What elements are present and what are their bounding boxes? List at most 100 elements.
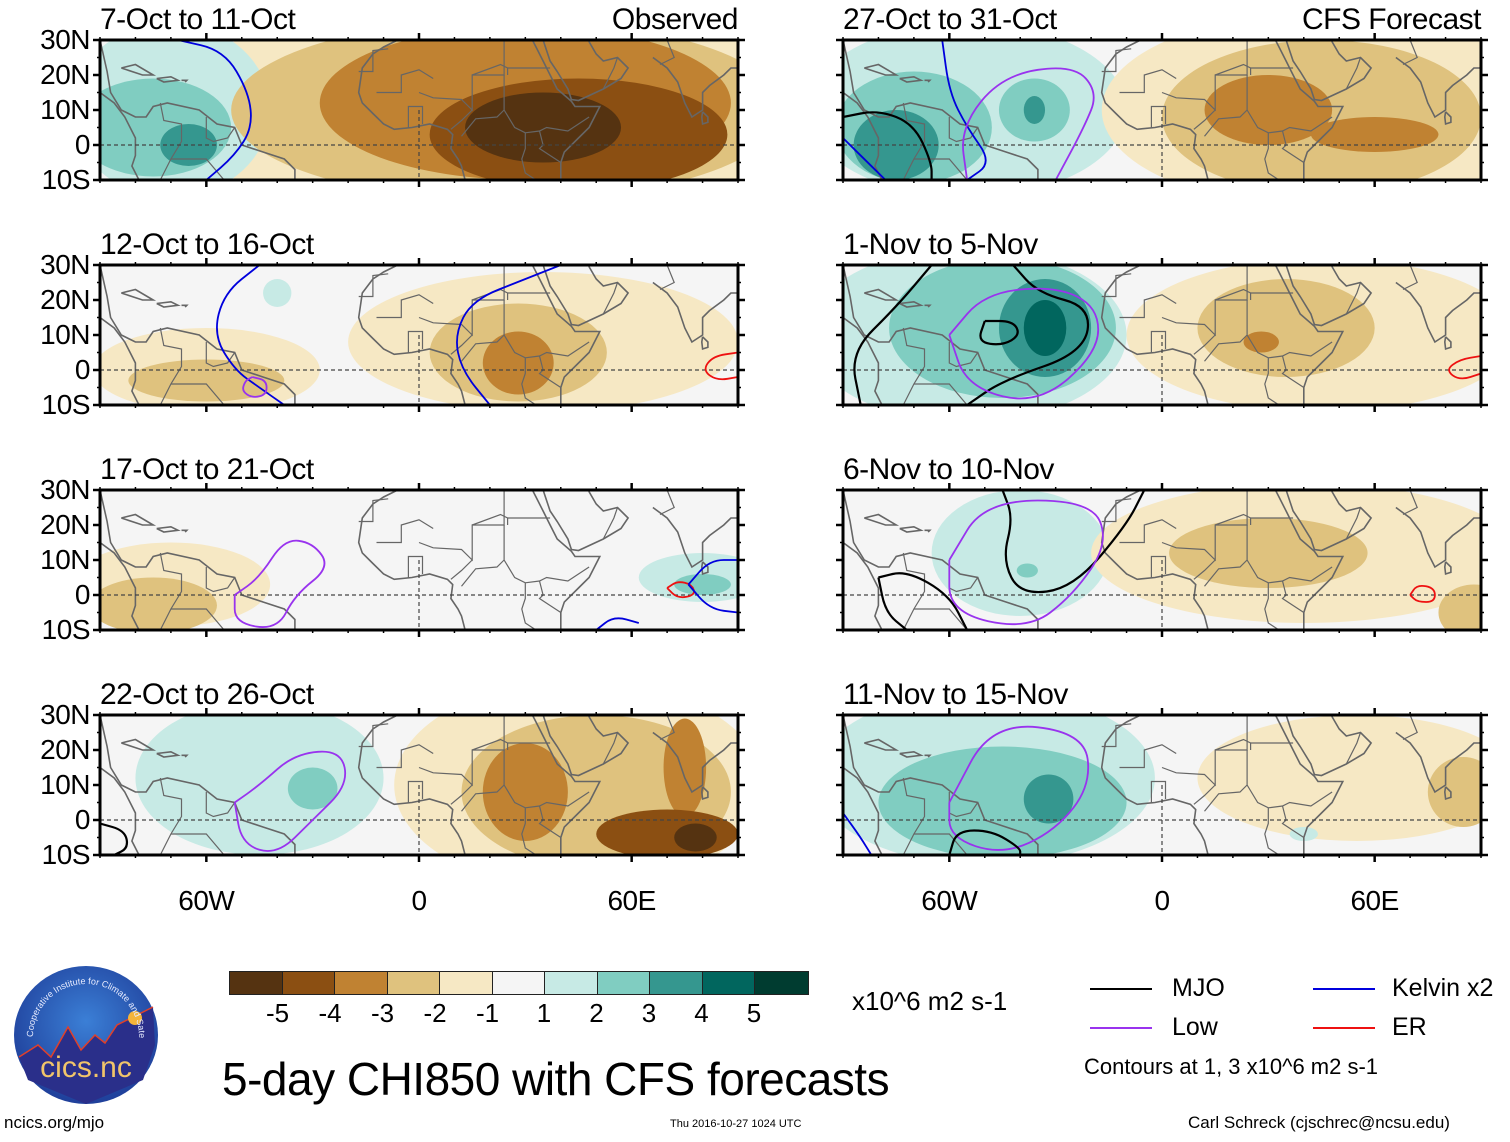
country-border <box>205 567 236 593</box>
coastline <box>1443 786 1452 801</box>
lon-tick-label: 60E <box>607 885 656 916</box>
panel-title: 22-Oct to 26-Oct <box>100 678 314 711</box>
coastline <box>864 288 900 301</box>
coastline <box>924 754 932 758</box>
lon-tick-label: 60W <box>178 885 235 916</box>
axis-ticks <box>836 708 1488 862</box>
country-border <box>1150 330 1167 353</box>
country-border <box>1204 334 1248 362</box>
country-border <box>1214 513 1252 526</box>
contour-kelvin-x2 <box>456 265 562 405</box>
country-border <box>358 498 389 523</box>
country-border <box>1119 744 1177 769</box>
country-border <box>1193 334 1216 355</box>
country-border <box>1204 559 1248 587</box>
lat-tick-label: 20N <box>40 59 90 90</box>
axis-ticks <box>836 258 1488 412</box>
coastline <box>924 79 932 83</box>
coastline <box>899 750 924 758</box>
colorbar-swatch <box>387 972 440 994</box>
positive-anomaly-region <box>853 110 939 180</box>
country-border <box>1193 559 1216 580</box>
lat-tick-label: 10N <box>40 544 90 575</box>
footer-url[interactable]: ncics.org/mjo <box>4 1113 105 1132</box>
country-border <box>1150 105 1167 128</box>
coastline <box>652 731 738 794</box>
coastline <box>843 715 1039 855</box>
contour-low <box>948 725 1090 851</box>
legend-line-mjo <box>1090 988 1152 990</box>
contour-mjo <box>100 822 129 855</box>
axis-ticks <box>836 33 1488 187</box>
country-border <box>461 334 505 362</box>
country-border <box>1101 723 1132 748</box>
coastline <box>357 490 466 630</box>
country-border <box>450 109 473 130</box>
coastline <box>531 265 602 405</box>
positive-anomaly-region <box>1023 96 1046 124</box>
country-border <box>376 519 434 544</box>
coastline <box>1285 490 1373 552</box>
country-border <box>170 833 225 855</box>
country-border <box>913 608 968 630</box>
panel-title: 1-Nov to 5-Nov <box>843 228 1038 261</box>
country-border <box>503 750 590 809</box>
panel-source-tag: CFS Forecast <box>1301 3 1482 36</box>
lat-tick-label: 30N <box>40 699 90 730</box>
map-panel <box>93 258 745 412</box>
contour-er <box>704 351 738 381</box>
country-border <box>450 334 473 355</box>
lat-tick-label: 20N <box>40 509 90 540</box>
colorbar <box>229 971 809 995</box>
country-border <box>1281 355 1305 389</box>
negative-anomaly-region <box>1197 279 1375 377</box>
colorbar-swatch <box>545 972 598 994</box>
axis-ticks <box>836 483 1488 637</box>
coastline <box>899 75 924 83</box>
negative-anomaly-region <box>100 577 217 630</box>
positive-anomaly-region <box>160 124 217 166</box>
map-panel <box>93 483 745 637</box>
country-border <box>407 555 424 578</box>
coastline <box>100 766 140 855</box>
country-border <box>1214 288 1252 301</box>
panel-source-tag: Observed <box>611 3 739 36</box>
lat-tick-label: 10S <box>41 839 91 870</box>
country-border <box>1119 69 1177 94</box>
country-border <box>521 132 537 180</box>
country-border <box>503 75 590 134</box>
country-border <box>461 559 505 587</box>
country-border <box>1193 109 1216 130</box>
map-panel <box>836 258 1488 412</box>
contour-kelvin-x2 <box>687 559 738 586</box>
country-border <box>538 805 562 839</box>
legend-label-kelvin: Kelvin x2 <box>1392 974 1494 1002</box>
negative-anomaly-region <box>482 331 554 395</box>
coastline <box>864 513 900 526</box>
coastline <box>181 304 189 308</box>
coastline <box>121 288 157 301</box>
country-border <box>913 833 968 855</box>
coastline <box>531 715 602 855</box>
lat-tick-label: 0 <box>74 354 91 385</box>
colorbar-swatch <box>335 972 388 994</box>
negative-anomaly-region <box>1204 75 1333 145</box>
panel-title: 7-Oct to 11-Oct <box>100 3 296 36</box>
lat-tick-label: 20N <box>40 734 90 765</box>
cics-nc-logo: Cooperative Institute for Climate and Sa… <box>13 965 158 1104</box>
colorbar-swatch <box>702 972 755 994</box>
coastline <box>1395 506 1481 569</box>
negative-anomaly-region <box>1310 117 1439 152</box>
country-border <box>602 282 619 315</box>
country-border <box>1402 265 1418 291</box>
country-border <box>471 738 509 751</box>
positive-anomaly-region <box>1023 300 1067 356</box>
country-border <box>1119 519 1177 544</box>
country-border <box>1402 490 1418 516</box>
coastline <box>924 529 932 533</box>
country-border <box>1345 57 1362 90</box>
colorbar-tick-label: -4 <box>318 998 342 1028</box>
country-border <box>659 265 675 291</box>
coastline <box>899 300 924 308</box>
colorbar-swatch <box>650 972 703 994</box>
